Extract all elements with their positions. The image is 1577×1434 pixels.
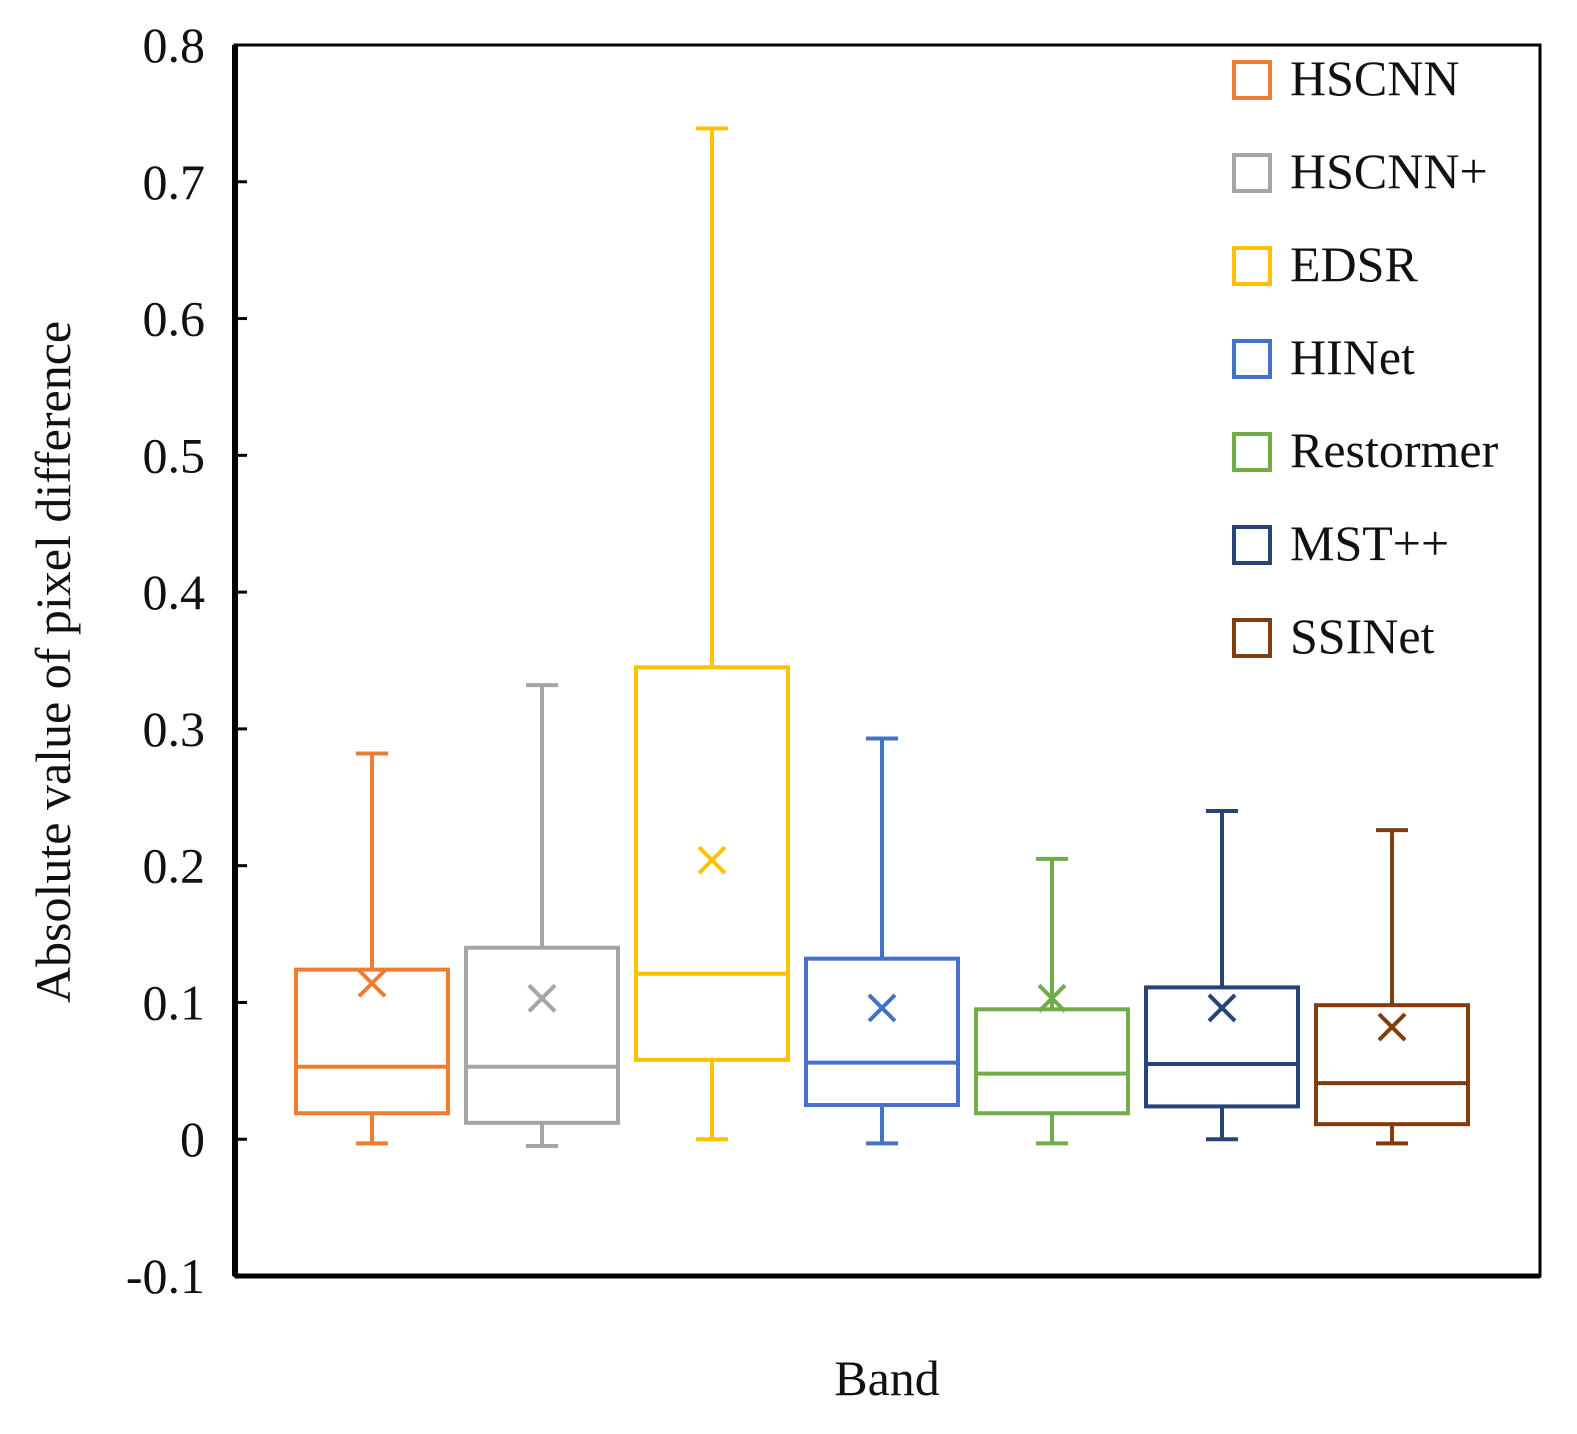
legend-swatch [1232,525,1272,565]
legend: HSCNN HSCNN+ EDSR HINet Restormer MST++ SSINet [1232,50,1499,664]
box-mstplusplus [1144,808,1300,1142]
box-hscnn [294,751,450,1146]
y-axis-title: Absolute value of pixel difference [25,321,81,1003]
mean-marker [1377,1012,1407,1042]
legend-label: HSCNN+ [1290,143,1488,199]
y-tick-label: 0.8 [143,17,206,73]
y-tick-label: 0.2 [143,838,206,894]
y-tick-label: 0.5 [143,427,206,483]
legend-label: EDSR [1290,236,1418,292]
box-series-group [294,126,1470,1149]
y-tick-label: 0.7 [143,154,206,210]
y-axis: -0.1 0 0.1 0.2 0.3 0.4 0.5 0.6 0.7 0.8 [126,17,247,1304]
iqr-box [1144,985,1300,1109]
y-tick-label: 0 [180,1111,205,1167]
iqr-box [634,665,790,1062]
legend-swatch [1232,153,1272,193]
box-edsr [634,126,790,1142]
legend-label: Restormer [1290,422,1499,478]
legend-item: SSINet [1232,608,1435,664]
legend-item: HSCNN+ [1232,143,1488,199]
mean-marker [697,845,727,875]
y-tick-label: 0.1 [143,974,206,1030]
mean-marker [1037,983,1067,1013]
box-ssinet [1314,828,1470,1146]
iqr-box [804,956,960,1108]
y-tick-label: 0.3 [143,701,206,757]
legend-swatch [1232,432,1272,472]
box-hinet [804,736,960,1146]
legend-label: HSCNN [1290,50,1459,106]
legend-label: HINet [1290,329,1415,385]
legend-item: EDSR [1232,236,1418,292]
legend-label: MST++ [1290,515,1449,571]
legend-item: MST++ [1232,515,1449,571]
mean-marker [357,968,387,998]
legend-swatch [1232,246,1272,286]
mean-marker [1207,993,1237,1023]
iqr-box [294,967,450,1116]
legend-item: Restormer [1232,422,1499,478]
x-axis-title: Band [834,1350,940,1406]
iqr-box [464,945,620,1125]
iqr-box [974,1007,1130,1116]
y-tick-label: -0.1 [126,1248,205,1304]
plot-area [232,43,1542,1279]
mean-marker [867,993,897,1023]
legend-swatch [1232,339,1272,379]
box-hscnnplus [464,683,620,1149]
mean-marker [527,983,557,1013]
legend-swatch [1232,618,1272,658]
legend-swatch [1232,60,1272,100]
box-restormer [974,856,1130,1146]
iqr-box [1314,1003,1470,1127]
legend-label: SSINet [1290,608,1435,664]
legend-item: HSCNN [1232,50,1459,106]
y-tick-label: 0.4 [143,564,206,620]
legend-item: HINet [1232,329,1415,385]
y-tick-label: 0.6 [143,291,206,347]
